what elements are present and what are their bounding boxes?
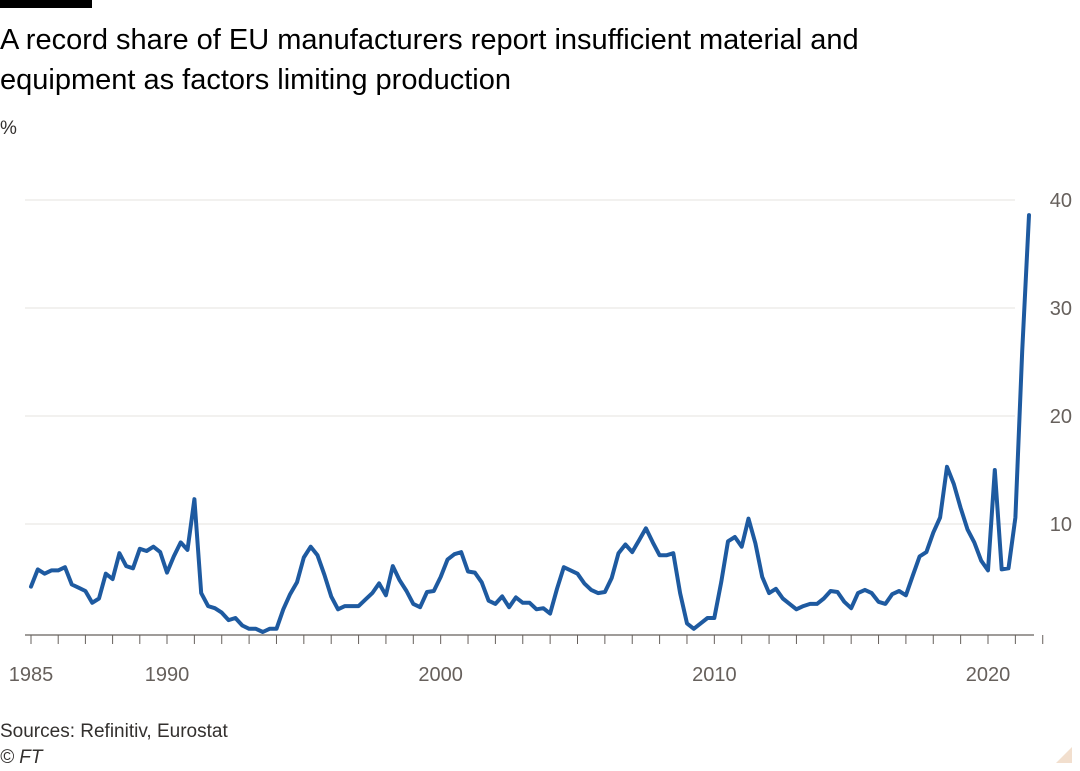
gridlines (25, 199, 1015, 525)
x-axis: 1985 1990 2000 2010 2020 (9, 634, 1044, 686)
y-tick-label: 10 (1050, 514, 1072, 536)
y-tick-label: 40 (1050, 190, 1072, 212)
x-tick-label: 1990 (145, 664, 190, 686)
ft-credit: © FT (0, 747, 43, 768)
y-tick-label: 20 (1050, 406, 1072, 428)
brand-bar (0, 0, 92, 8)
corner-mark (1056, 747, 1072, 763)
y-tick-label: 30 (1050, 298, 1072, 320)
y-tick-labels: 10 20 30 40 (1050, 190, 1072, 536)
x-tick-label: 2000 (418, 664, 463, 686)
x-tick-label: 2010 (692, 664, 737, 686)
source-note: Sources: Refinitiv, Eurostat (0, 721, 228, 742)
y-unit-label: % (0, 118, 17, 139)
chart-title: A record share of EU manufacturers repor… (0, 24, 859, 96)
x-tick-label: 2020 (966, 664, 1011, 686)
series-group (29, 213, 1031, 634)
series-line (29, 213, 1031, 634)
x-tick-label: 1985 (9, 664, 54, 686)
